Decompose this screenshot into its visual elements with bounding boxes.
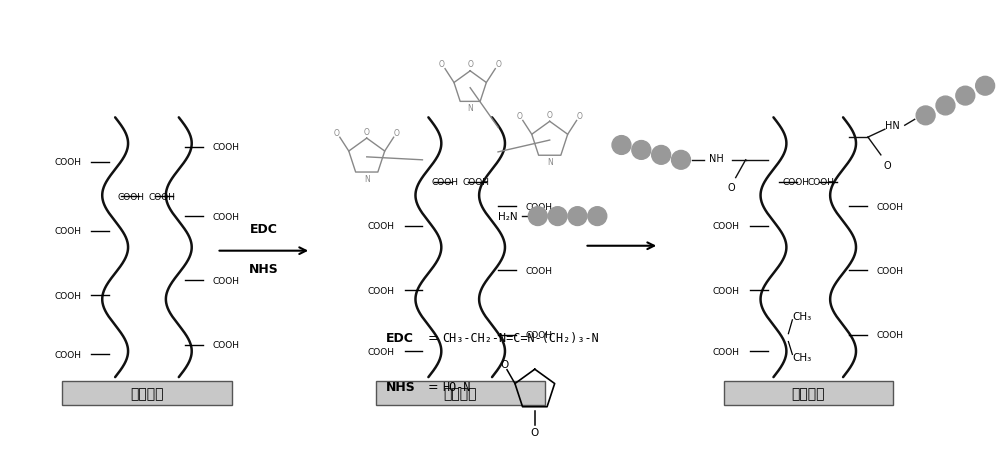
Text: COOH: COOH (782, 178, 809, 187)
Circle shape (916, 107, 935, 125)
Text: COOH: COOH (149, 193, 176, 202)
Text: 改性硅胶: 改性硅胶 (792, 386, 825, 400)
Text: O: O (495, 60, 501, 69)
Text: O: O (501, 359, 509, 369)
Text: COOH: COOH (213, 143, 240, 152)
Text: COOH: COOH (431, 178, 458, 187)
Text: N: N (547, 157, 553, 166)
FancyBboxPatch shape (376, 381, 545, 405)
Text: COOH: COOH (213, 276, 240, 285)
Text: COOH: COOH (213, 212, 240, 221)
Text: HN: HN (885, 121, 900, 131)
Text: COOH: COOH (713, 347, 740, 356)
Text: 改性硅胶: 改性硅胶 (443, 386, 477, 400)
Text: N: N (364, 174, 370, 183)
Text: CH₃: CH₃ (792, 353, 812, 363)
Text: N: N (467, 103, 473, 112)
Text: O: O (547, 110, 553, 120)
Text: O: O (531, 428, 539, 437)
Text: COOH: COOH (713, 222, 740, 231)
Text: O: O (334, 129, 340, 138)
Circle shape (672, 151, 690, 170)
Circle shape (652, 146, 671, 165)
Text: COOH: COOH (368, 347, 395, 356)
Text: O: O (467, 60, 473, 69)
Text: COOH: COOH (526, 331, 553, 340)
Text: CH₃: CH₃ (792, 311, 812, 321)
Text: O: O (517, 112, 523, 121)
Text: COOH: COOH (368, 222, 395, 231)
Text: COOH: COOH (54, 158, 81, 167)
Text: COOH: COOH (877, 331, 904, 340)
FancyBboxPatch shape (724, 381, 893, 405)
Text: O: O (439, 60, 445, 69)
Circle shape (612, 136, 631, 155)
Text: COOH: COOH (213, 340, 240, 349)
Text: COOH: COOH (54, 227, 81, 236)
Text: EDC: EDC (386, 331, 414, 344)
Text: CH₃-CH₂-N=C=N-(CH₂)₃-N: CH₃-CH₂-N=C=N-(CH₂)₃-N (442, 331, 599, 344)
Text: =: = (427, 331, 438, 344)
Text: O: O (364, 127, 370, 136)
Circle shape (976, 77, 995, 96)
Text: =: = (427, 381, 438, 394)
Text: COOH: COOH (118, 193, 145, 202)
Text: COOH: COOH (526, 202, 553, 211)
Text: HO-N: HO-N (442, 381, 471, 394)
Circle shape (588, 207, 607, 226)
Circle shape (956, 87, 975, 106)
Text: O: O (728, 183, 736, 193)
Text: COOH: COOH (54, 350, 81, 359)
Text: NHS: NHS (248, 262, 278, 276)
Circle shape (528, 207, 547, 226)
Text: NHS: NHS (386, 381, 415, 394)
Circle shape (936, 97, 955, 115)
Circle shape (568, 207, 587, 226)
Text: O: O (577, 112, 583, 121)
Text: COOH: COOH (368, 286, 395, 295)
Text: O: O (883, 161, 891, 170)
Text: EDC: EDC (249, 223, 277, 236)
Text: COOH: COOH (54, 291, 81, 300)
Text: NH: NH (709, 153, 724, 163)
FancyBboxPatch shape (62, 381, 232, 405)
Text: 改性硅胶: 改性硅胶 (130, 386, 164, 400)
Text: COOH: COOH (807, 178, 834, 187)
Text: COOH: COOH (462, 178, 489, 187)
Text: COOH: COOH (877, 267, 904, 275)
Text: H₂N: H₂N (498, 212, 518, 221)
Text: COOH: COOH (877, 202, 904, 211)
Text: COOH: COOH (713, 286, 740, 295)
Circle shape (548, 207, 567, 226)
Text: O: O (394, 129, 400, 138)
Text: COOH: COOH (526, 267, 553, 275)
Circle shape (632, 141, 651, 160)
